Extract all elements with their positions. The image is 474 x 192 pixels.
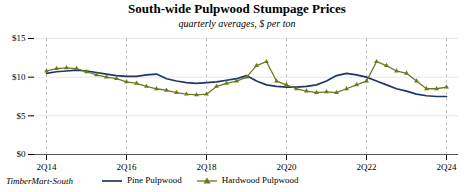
svg-text:2Q22: 2Q22 <box>357 162 377 172</box>
svg-text:2Q14: 2Q14 <box>37 162 57 172</box>
html-text:TimberMart-South: TimberMart-South <box>6 176 73 187</box>
svg-text:$15: $15 <box>12 33 26 43</box>
svg-text:2Q18: 2Q18 <box>197 162 217 172</box>
svg-text:2Q16: 2Q16 <box>117 162 137 172</box>
html-text:South-wide Pulpwood Stumpage P: South-wide Pulpwood Stumpage Prices <box>128 1 346 16</box>
html-text:Pine Pulpwood: Pine Pulpwood <box>127 175 182 185</box>
html-text:quarterly averages, $ per ton: quarterly averages, $ per ton <box>178 18 296 29</box>
svg-text:2Q24: 2Q24 <box>437 162 457 172</box>
html-text:Hardwood Pulpwood: Hardwood Pulpwood <box>221 175 299 185</box>
svg-text:2Q20: 2Q20 <box>277 162 297 172</box>
svg-text:$5: $5 <box>17 111 27 121</box>
svg-text:$0: $0 <box>17 149 27 159</box>
svg-text:$10: $10 <box>12 72 26 82</box>
